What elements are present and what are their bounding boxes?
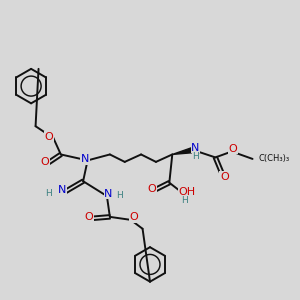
Text: H: H <box>192 152 199 161</box>
Text: O: O <box>147 184 156 194</box>
Text: H: H <box>181 196 188 205</box>
Text: C(CH₃)₃: C(CH₃)₃ <box>259 154 290 164</box>
Text: O: O <box>45 132 53 142</box>
Text: H: H <box>116 191 123 200</box>
Text: N: N <box>58 185 67 195</box>
Text: O: O <box>85 212 93 222</box>
Text: N: N <box>81 154 89 164</box>
Text: O: O <box>40 157 49 167</box>
Text: O: O <box>129 212 138 222</box>
Text: O: O <box>220 172 229 182</box>
Polygon shape <box>172 147 194 155</box>
Text: H: H <box>46 189 52 198</box>
Text: OH: OH <box>178 187 196 196</box>
Text: N: N <box>191 142 200 153</box>
Text: N: N <box>104 189 112 199</box>
Text: O: O <box>229 143 238 154</box>
